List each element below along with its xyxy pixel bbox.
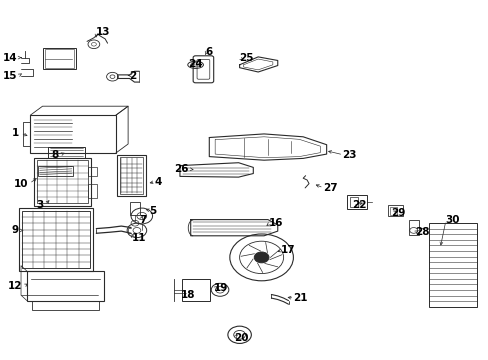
- Text: 21: 21: [293, 293, 307, 303]
- Bar: [37, 160, 88, 203]
- Text: 25: 25: [239, 53, 254, 63]
- Bar: [30, 115, 116, 153]
- Text: 12: 12: [7, 281, 22, 291]
- Bar: [387, 205, 403, 216]
- Bar: [88, 167, 97, 176]
- Bar: [389, 207, 396, 215]
- Text: 23: 23: [342, 150, 356, 160]
- Text: 10: 10: [14, 179, 28, 189]
- Bar: [129, 202, 140, 215]
- Bar: [45, 49, 74, 68]
- Bar: [48, 147, 84, 158]
- Bar: [346, 195, 366, 209]
- Text: 3: 3: [37, 200, 44, 210]
- Bar: [34, 158, 91, 206]
- Bar: [120, 157, 143, 194]
- Text: 11: 11: [132, 233, 146, 243]
- Text: 4: 4: [154, 177, 161, 187]
- Text: 27: 27: [322, 183, 337, 193]
- Text: 18: 18: [181, 290, 195, 300]
- Text: 28: 28: [414, 227, 428, 237]
- Text: 8: 8: [51, 150, 59, 160]
- Text: 15: 15: [2, 71, 17, 81]
- Text: 17: 17: [281, 245, 295, 255]
- Text: 30: 30: [444, 215, 459, 225]
- Bar: [88, 184, 97, 198]
- Text: 22: 22: [351, 200, 366, 210]
- Bar: [182, 279, 210, 301]
- Bar: [428, 223, 476, 307]
- Text: 26: 26: [173, 164, 188, 174]
- Bar: [408, 220, 418, 235]
- Bar: [32, 301, 99, 310]
- Bar: [349, 197, 358, 207]
- Bar: [38, 166, 73, 176]
- Bar: [43, 48, 76, 69]
- Text: 20: 20: [233, 333, 248, 343]
- Text: 19: 19: [214, 283, 228, 293]
- Text: 13: 13: [96, 27, 110, 37]
- Bar: [117, 155, 145, 196]
- Text: 2: 2: [129, 71, 137, 81]
- Bar: [21, 211, 90, 268]
- Bar: [19, 208, 93, 271]
- Bar: [27, 271, 104, 301]
- Text: 29: 29: [390, 208, 405, 218]
- Text: 5: 5: [149, 206, 156, 216]
- Text: 16: 16: [268, 218, 283, 228]
- Circle shape: [254, 252, 268, 263]
- Text: 6: 6: [205, 47, 212, 57]
- Text: 24: 24: [188, 59, 203, 69]
- Text: 7: 7: [139, 215, 146, 225]
- Text: 9: 9: [11, 225, 19, 235]
- Text: 14: 14: [2, 53, 17, 63]
- Text: 1: 1: [11, 128, 19, 138]
